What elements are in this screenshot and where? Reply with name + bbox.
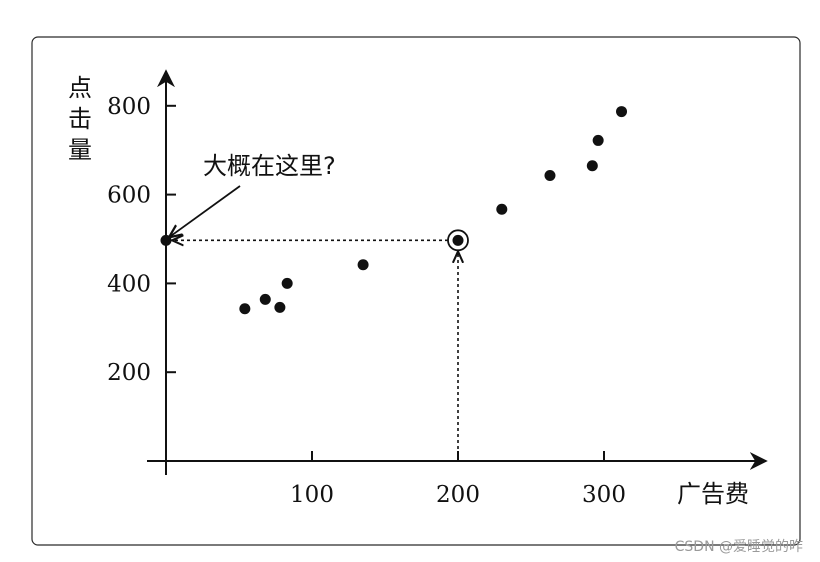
- data-point: [586, 160, 598, 172]
- annotation-text: 大概在这里?: [203, 152, 336, 180]
- y-tick-label: 200: [107, 360, 151, 386]
- highlight-point: [452, 234, 464, 246]
- highlight-ring: [447, 229, 469, 252]
- y-tick-label: 800: [107, 94, 151, 120]
- y-axis-title-char: 击: [68, 105, 92, 133]
- x-tick-label: 200: [436, 482, 480, 508]
- x-tick-label: 300: [582, 482, 626, 508]
- data-point: [592, 134, 604, 146]
- chart-frame: [31, 36, 801, 546]
- y-ticks: 200 400 600 800: [107, 94, 176, 386]
- data-point: [274, 301, 286, 313]
- y-tick-label: 400: [107, 271, 151, 297]
- guide-lines: [172, 240, 458, 461]
- x-ticks: 100 200 300: [165, 451, 626, 508]
- data-point: [239, 303, 251, 315]
- watermark: CSDN @爱睡觉的咋: [675, 539, 803, 555]
- y-axis-title: 点击量: [68, 74, 92, 164]
- data-point: [259, 293, 271, 305]
- x-axis-title: 广告费: [677, 480, 749, 508]
- x-tick-label: 100: [290, 482, 334, 508]
- data-point: [496, 203, 508, 215]
- predicted-point-on-axis: [160, 234, 172, 246]
- data-point: [281, 277, 293, 289]
- y-tick-label: 600: [107, 183, 151, 209]
- scatter-points: [160, 106, 628, 315]
- y-axis-title-char: 点: [68, 74, 92, 102]
- data-point: [544, 170, 556, 182]
- y-axis-title-char: 量: [68, 136, 92, 164]
- data-point: [616, 106, 628, 118]
- data-point: [357, 259, 369, 271]
- annotation-arrow: [169, 185, 241, 237]
